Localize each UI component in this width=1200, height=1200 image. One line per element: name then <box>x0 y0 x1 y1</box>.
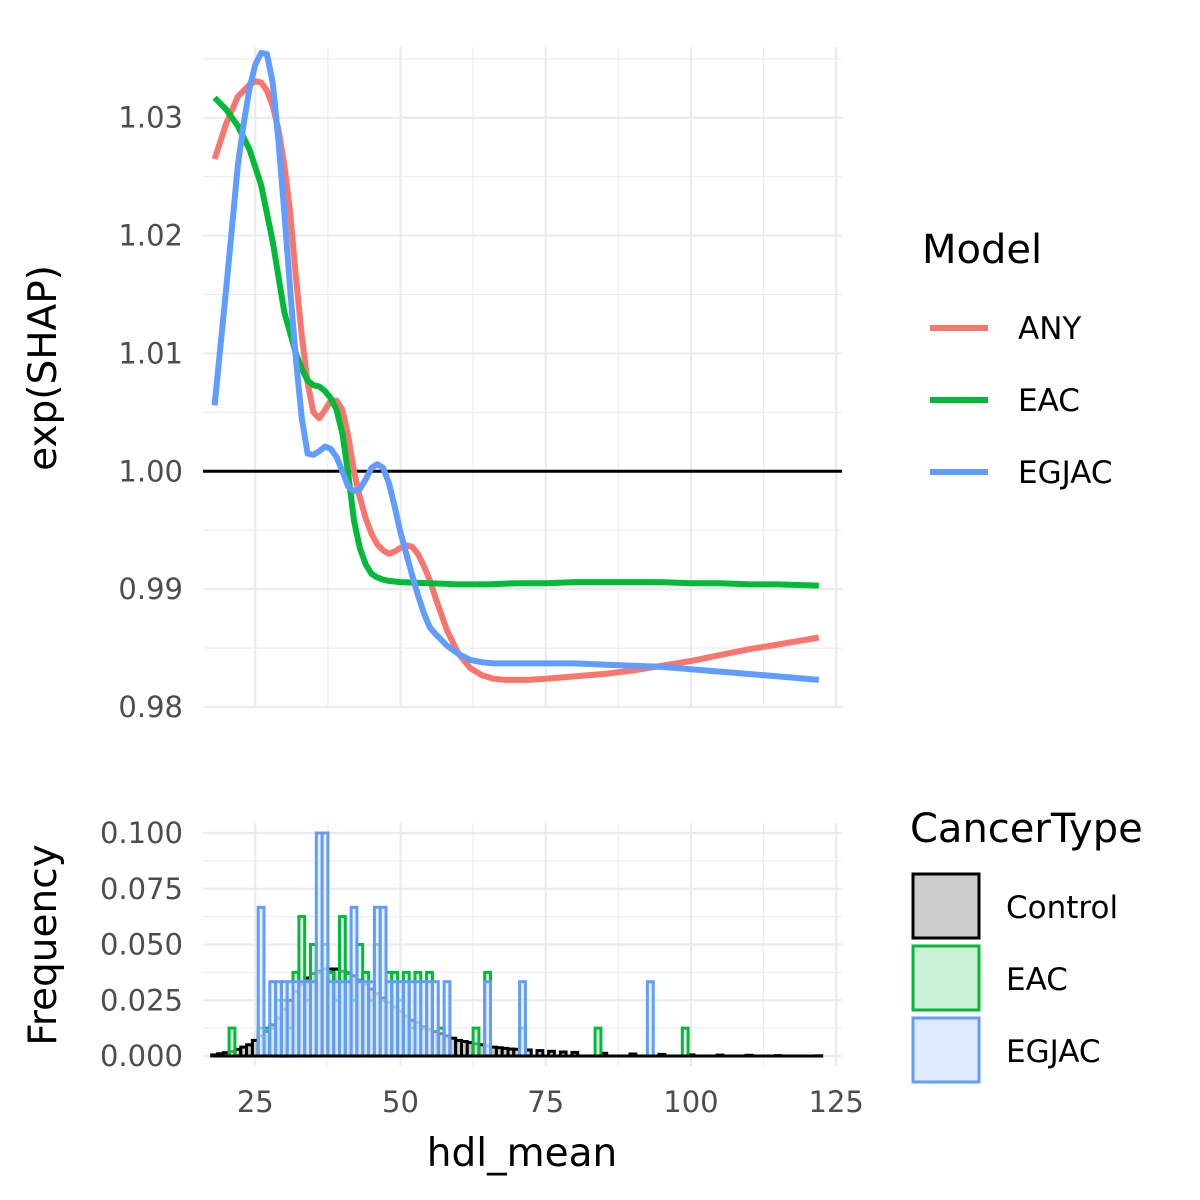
legend-label-egjac: EGJAC <box>1006 1034 1101 1070</box>
x-axis-title: hdl_mean <box>427 1131 617 1176</box>
histogram-bar <box>518 980 527 1058</box>
series-line-egjac <box>211 49 820 683</box>
y-tick-label: 0.99 <box>118 572 183 606</box>
histogram-bar <box>442 980 452 1058</box>
x-tick-label: 75 <box>527 1085 564 1119</box>
cancer-type-legend: CancerType Control EAC EGJAC <box>910 806 1143 1084</box>
frequency-y-tick-labels: 0.000 0.025 0.050 0.075 0.100 <box>100 816 183 1073</box>
x-tick-label: 100 <box>663 1085 718 1119</box>
x-tick-label: 125 <box>809 1085 864 1119</box>
y-tick-label: 0.000 <box>100 1039 183 1073</box>
legend-key-egjac <box>911 1016 981 1084</box>
legend-label-control: Control <box>1006 890 1118 926</box>
legend-key-eac <box>911 944 981 1012</box>
series-line-any <box>211 78 820 683</box>
y-tick-label: 1.01 <box>118 336 183 370</box>
cancer-type-legend-title: CancerType <box>910 806 1143 852</box>
x-tick-labels: 25 50 75 100 125 <box>237 1085 864 1119</box>
shap-series-lines <box>211 49 820 683</box>
legend-label-eac: EAC <box>1018 383 1080 419</box>
frequency-histogram-panel: 0.000 0.025 0.050 0.075 0.100 25 50 75 100 125 F… <box>21 816 864 1176</box>
y-tick-label: 0.075 <box>100 872 183 906</box>
shap-y-axis-title: exp(SHAP) <box>21 265 66 471</box>
histogram-bar <box>471 1026 481 1058</box>
shap-line-panel: 0.98 0.99 1.00 1.01 1.02 1.03 exp(SHAP) <box>21 47 842 724</box>
histogram-bar <box>431 980 440 1058</box>
frequency-histogram-bars <box>210 831 824 1058</box>
y-tick-label: 0.100 <box>100 816 183 850</box>
legend-label-eac: EAC <box>1006 962 1068 998</box>
x-tick-label: 50 <box>382 1085 419 1119</box>
legend-label-egjac: EGJAC <box>1018 455 1113 491</box>
shap-y-tick-labels: 0.98 0.99 1.00 1.01 1.02 1.03 <box>118 101 183 724</box>
histogram-bar <box>227 1026 237 1058</box>
histogram-bar <box>645 980 655 1058</box>
y-tick-label: 0.98 <box>118 690 183 724</box>
model-legend: Model ANY EAC EGJAC <box>922 227 1113 491</box>
x-tick-label: 25 <box>237 1085 274 1119</box>
y-tick-label: 0.050 <box>100 928 183 962</box>
legend-label-any: ANY <box>1018 311 1081 347</box>
legend-key-control <box>911 872 981 940</box>
series-line-eac <box>212 95 819 589</box>
histogram-bar <box>593 1026 603 1058</box>
model-legend-title: Model <box>922 227 1042 273</box>
y-tick-label: 1.03 <box>118 101 183 135</box>
y-tick-label: 0.025 <box>100 983 183 1017</box>
histogram-bar <box>256 905 266 1058</box>
y-tick-label: 1.00 <box>118 454 183 488</box>
frequency-y-axis-title: Frequency <box>21 844 66 1045</box>
histogram-bar <box>483 980 493 1058</box>
y-tick-label: 1.02 <box>118 219 183 253</box>
histogram-bar <box>680 1026 690 1058</box>
